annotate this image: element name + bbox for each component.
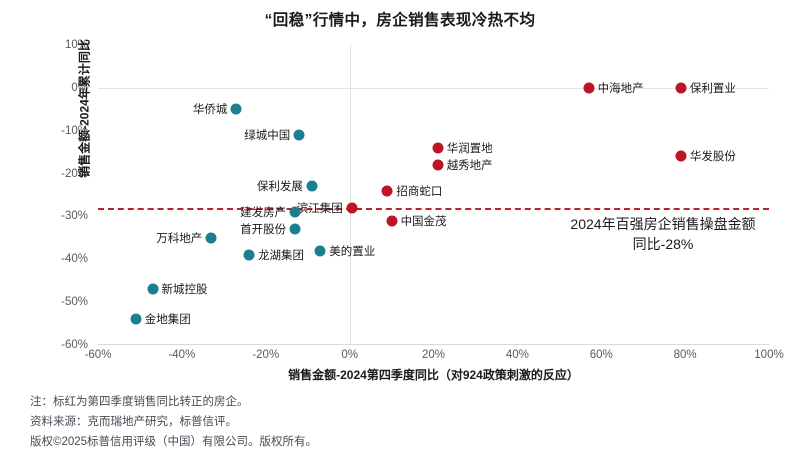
scatter-point-label: 中国金茂 [400, 215, 447, 228]
scatter-point[interactable] [289, 223, 301, 235]
footnote-note: 注：标红为第四季度销售同比转正的房企。 [30, 396, 249, 408]
scatter-point[interactable] [293, 129, 305, 141]
scatter-point-label: 金地集团 [144, 314, 191, 327]
scatter-point-label: 华润置地 [446, 142, 493, 155]
footnote-source: 资料来源：克而瑞地产研究，标普信评。 [30, 416, 237, 429]
x-axis-tick-label: 0% [341, 349, 358, 361]
x-axis-line [98, 344, 769, 345]
scatter-point[interactable] [381, 185, 393, 197]
scatter-point[interactable] [289, 206, 301, 218]
y-axis-tick-label: -20% [61, 167, 88, 180]
x-axis-tick-label: -40% [168, 349, 196, 361]
threshold-dashed-line [98, 207, 769, 210]
y-axis-tick-label: -60% [61, 339, 88, 351]
scatter-point-label: 绿城中国 [244, 130, 291, 142]
x-axis-tick-label: -60% [84, 349, 112, 361]
scatter-point[interactable] [147, 283, 159, 295]
scatter-point[interactable] [230, 103, 242, 115]
y-axis-tick-label: -40% [61, 253, 88, 266]
y-axis-tick-label: -10% [61, 124, 88, 137]
x-axis-tick-label: 100% [754, 349, 784, 361]
scatter-point-label: 首开股份 [240, 224, 287, 237]
y-axis-title: 销售金额-2024年累计同比 [77, 39, 92, 178]
threshold-annotation: 2024年百强房企销售操盘金额 同比-28% [548, 214, 778, 255]
x-axis-tick-label: 20% [421, 349, 446, 361]
scatter-point-label: 建发房产 [240, 207, 287, 220]
y-axis-tick-label: -30% [61, 210, 88, 223]
x-axis-tick-label: -20% [252, 349, 280, 361]
scatter-point[interactable] [386, 215, 398, 227]
y-axis-tick-label: -50% [61, 296, 88, 309]
y-axis-tick-label: 0% [71, 81, 88, 94]
plot-area: 中海地产 保利置业华发股份 华润置地越秀地产招商蛇口中国金茂 滨江集团 华侨城绿城中国保… [98, 45, 769, 345]
scatter-point[interactable] [432, 159, 444, 171]
annotation-line-2: 同比-28% [632, 236, 694, 253]
scatter-point[interactable] [205, 232, 217, 244]
scatter-point-label: 华侨城 [192, 104, 228, 117]
scatter-point[interactable] [675, 82, 687, 94]
chart-title: “回稳”行情中，房企销售表现冷热不均 [264, 12, 536, 29]
x-axis-title: 销售金额-2024第四季度同比（对924政策刺激的反应） [288, 368, 579, 382]
scatter-point[interactable] [432, 142, 444, 154]
x-axis-tick-label: 60% [589, 349, 613, 361]
scatter-point-label: 万科地产 [156, 232, 203, 245]
scatter-point[interactable] [306, 180, 318, 192]
scatter-point-label: 新城控股 [161, 284, 208, 297]
scatter-point-label: 龙湖集团 [257, 250, 304, 262]
scatter-point-label: 招商蛇口 [396, 185, 443, 198]
scatter-point[interactable] [314, 245, 326, 257]
scatter-point-label: 越秀地产 [446, 160, 493, 172]
gridline-horizontal [98, 87, 769, 89]
scatter-point-label: 保利发展 [256, 181, 303, 194]
scatter-point-label: 中海地产 [597, 82, 644, 95]
footnote-copyright: 版权©2025标普信用评级（中国）有限公司。版权所有。 [30, 436, 318, 449]
scatter-point[interactable] [243, 249, 255, 261]
scatter-point-label: 保利置业 [689, 82, 736, 95]
scatter-point[interactable] [130, 313, 142, 325]
footnotes: 注：标红为第四季度销售同比转正的房企。 资料来源：克而瑞地产研究，标普信评。 版… [30, 392, 317, 452]
x-axis-tick-label: 40% [505, 349, 529, 361]
scatter-point-label: 滨江集团 [296, 202, 343, 215]
x-axis-tick-label: 80% [673, 349, 697, 361]
scatter-point[interactable] [583, 82, 595, 94]
scatter-point-label: 美的置业 [329, 245, 376, 258]
zero-vertical-gridline [349, 45, 351, 345]
scatter-point-label: 华发股份 [689, 151, 736, 164]
y-axis-tick-label: 10% [64, 39, 88, 51]
scatter-point[interactable] [675, 150, 687, 162]
scatter-point[interactable] [346, 202, 358, 214]
annotation-line-1: 2024年百强房企销售操盘金额 [570, 216, 756, 232]
